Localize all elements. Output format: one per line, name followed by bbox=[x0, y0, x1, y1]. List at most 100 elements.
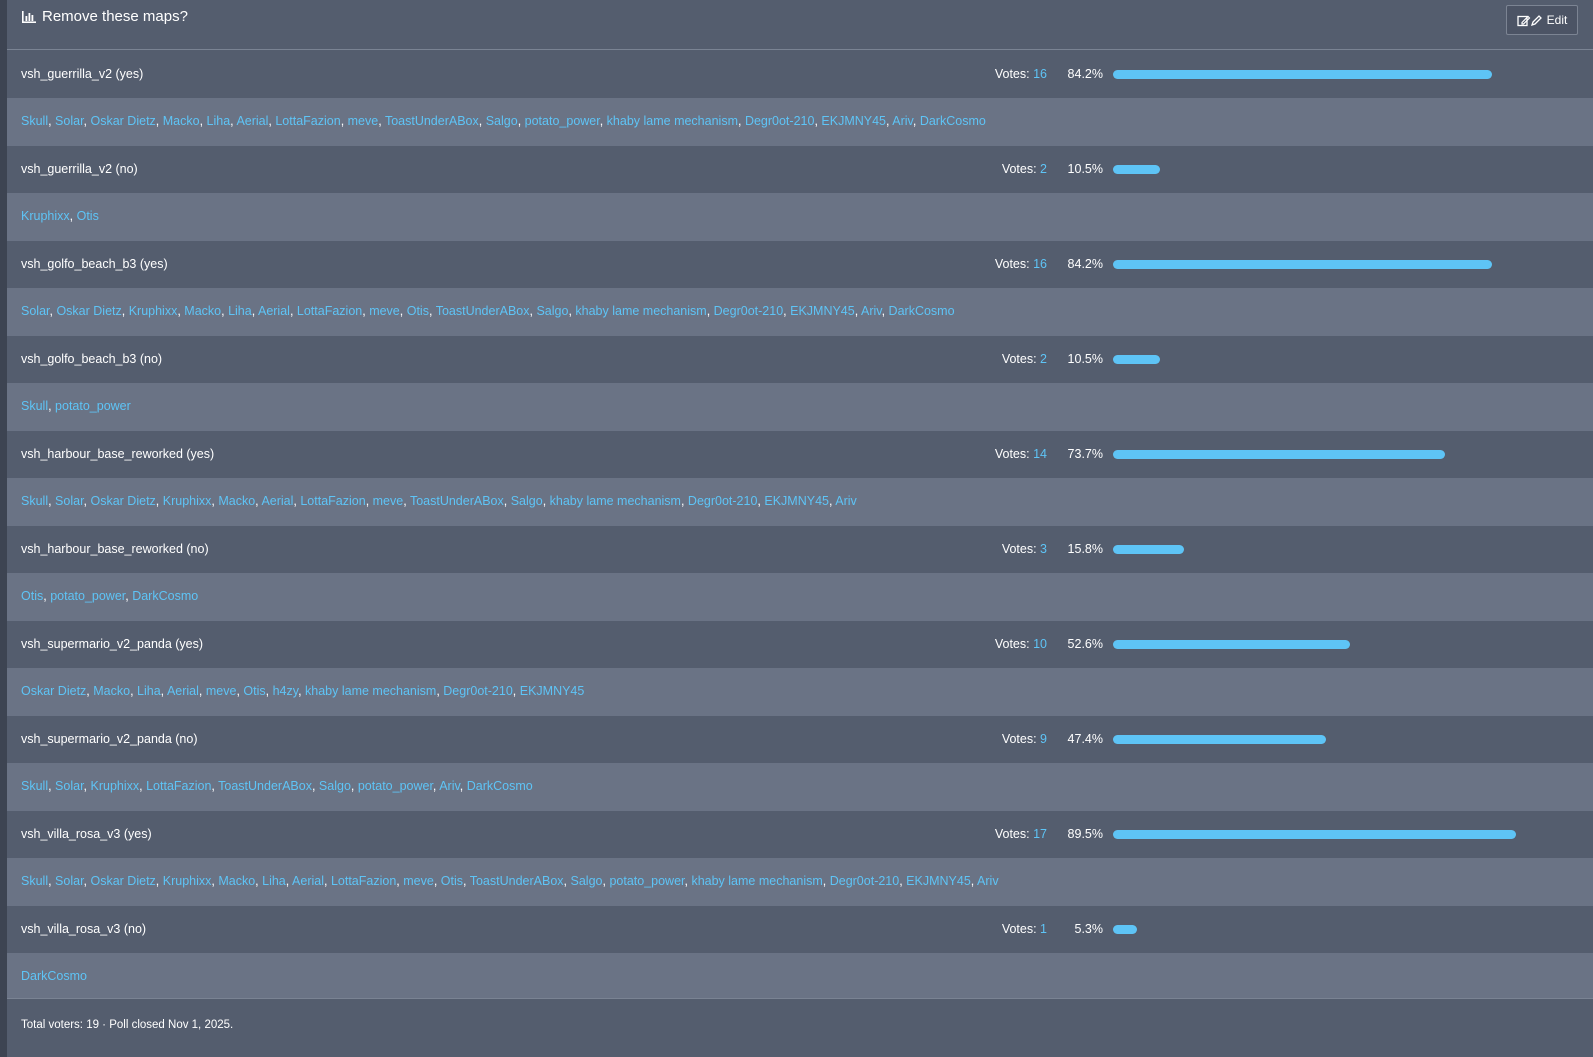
voter-link[interactable]: Liha bbox=[137, 684, 161, 698]
voter-link[interactable]: DarkCosmo bbox=[919, 114, 986, 128]
voter-link[interactable]: meve bbox=[205, 684, 237, 698]
voter-link[interactable]: potato_power bbox=[524, 114, 600, 128]
voter-link[interactable]: Ariv bbox=[835, 494, 857, 508]
vote-bar bbox=[1113, 640, 1563, 649]
voter-link[interactable]: Macko bbox=[218, 874, 256, 888]
voter-link[interactable]: khaby lame mechanism bbox=[575, 304, 707, 318]
voter-link[interactable]: EKJMNY45 bbox=[790, 304, 855, 318]
voter-link[interactable]: Liha bbox=[262, 874, 286, 888]
voter-link[interactable]: Degr0ot-210 bbox=[687, 494, 758, 508]
voter-link[interactable]: Oskar Dietz bbox=[90, 114, 156, 128]
voter-link[interactable]: Salgo bbox=[570, 874, 603, 888]
voter-link[interactable]: Liha bbox=[228, 304, 252, 318]
voter-link[interactable]: Kruphixx bbox=[90, 779, 140, 793]
voter-link[interactable]: potato_power bbox=[609, 874, 685, 888]
voter-link[interactable]: Solar bbox=[55, 494, 84, 508]
voter-link[interactable]: ToastUnderABox bbox=[409, 494, 504, 508]
voter-link[interactable]: Salgo bbox=[510, 494, 543, 508]
voter-link[interactable]: DarkCosmo bbox=[466, 779, 533, 793]
voter-link[interactable]: Kruphixx bbox=[162, 874, 212, 888]
voter-link[interactable]: Kruphixx bbox=[128, 304, 178, 318]
voter-link[interactable]: ToastUnderABox bbox=[435, 304, 530, 318]
voter-link[interactable]: Aerial bbox=[261, 494, 294, 508]
voter-link[interactable]: Aerial bbox=[257, 304, 290, 318]
voter-link[interactable]: Degr0ot-210 bbox=[829, 874, 900, 888]
voter-link[interactable]: potato_power bbox=[55, 399, 131, 413]
voter-link[interactable]: Skull bbox=[21, 114, 49, 128]
voter-link[interactable]: khaby lame mechanism bbox=[606, 114, 738, 128]
voter-link[interactable]: LottaFazion bbox=[296, 304, 363, 318]
voter-link[interactable]: khaby lame mechanism bbox=[691, 874, 823, 888]
voter-link[interactable]: EKJMNY45 bbox=[764, 494, 829, 508]
voter-link[interactable]: Skull bbox=[21, 399, 49, 413]
edit-button[interactable]: Edit bbox=[1506, 5, 1578, 35]
voter-link[interactable]: Oskar Dietz bbox=[90, 874, 156, 888]
voter-link[interactable]: Degr0ot-210 bbox=[443, 684, 513, 698]
voter-link[interactable]: Aerial bbox=[236, 114, 269, 128]
voter-link[interactable]: Salgo bbox=[485, 114, 518, 128]
voter-link[interactable]: Ariv bbox=[977, 874, 999, 888]
voter-link[interactable]: potato_power bbox=[50, 589, 126, 603]
voter-link[interactable]: potato_power bbox=[357, 779, 433, 793]
voter-link[interactable]: Skull bbox=[21, 874, 49, 888]
voter-link[interactable]: Oskar Dietz bbox=[90, 494, 156, 508]
voter-link[interactable]: EKJMNY45 bbox=[519, 684, 585, 698]
voter-link[interactable]: h4zy bbox=[272, 684, 299, 698]
option-label: vsh_villa_rosa_v3 (no) bbox=[21, 922, 147, 936]
voter-link[interactable]: meve bbox=[372, 494, 404, 508]
voter-link[interactable]: Skull bbox=[21, 779, 49, 793]
poll-option-row: vsh_golfo_beach_b3 (no) Votes: 2 10.5% bbox=[7, 336, 1593, 383]
voter-link[interactable]: LottaFazion bbox=[275, 114, 341, 128]
voter-link[interactable]: DarkCosmo bbox=[132, 589, 199, 603]
voter-link[interactable]: LottaFazion bbox=[146, 779, 212, 793]
voter-link[interactable]: Otis bbox=[21, 589, 44, 603]
voters-row: Kruphixx, Otis bbox=[7, 193, 1593, 241]
voter-link[interactable]: Oskar Dietz bbox=[21, 684, 87, 698]
voter-link[interactable]: Ariv bbox=[439, 779, 460, 793]
voter-link[interactable]: Liha bbox=[206, 114, 231, 128]
voter-link[interactable]: ToastUnderABox bbox=[218, 779, 312, 793]
voter-link[interactable]: Macko bbox=[162, 114, 200, 128]
voter-link[interactable]: Otis bbox=[243, 684, 266, 698]
voter-link[interactable]: LottaFazion bbox=[300, 494, 366, 508]
voter-link[interactable]: ToastUnderABox bbox=[469, 874, 564, 888]
voter-link[interactable]: Macko bbox=[93, 684, 131, 698]
voter-link[interactable]: Aerial bbox=[166, 684, 199, 698]
voters-row: Skull, potato_power bbox=[7, 383, 1593, 431]
voter-link[interactable]: EKJMNY45 bbox=[821, 114, 886, 128]
voter-link[interactable]: DarkCosmo bbox=[888, 304, 955, 318]
voter-link[interactable]: Otis bbox=[76, 209, 99, 223]
voter-link[interactable]: EKJMNY45 bbox=[906, 874, 971, 888]
voter-link[interactable]: Skull bbox=[21, 494, 49, 508]
voter-link[interactable]: Solar bbox=[55, 779, 84, 793]
voter-link[interactable]: Macko bbox=[218, 494, 256, 508]
voter-link[interactable]: LottaFazion bbox=[330, 874, 397, 888]
vote-count: Votes: 1 bbox=[1002, 922, 1047, 936]
voter-link[interactable]: ToastUnderABox bbox=[384, 114, 479, 128]
voter-link[interactable]: Ariv bbox=[860, 304, 882, 318]
voter-link[interactable]: Solar bbox=[55, 874, 84, 888]
voter-link[interactable]: Salgo bbox=[536, 304, 569, 318]
voter-link[interactable]: Kruphixx bbox=[21, 209, 70, 223]
vote-bar-fill bbox=[1113, 355, 1161, 364]
voter-link[interactable]: Oskar Dietz bbox=[56, 304, 122, 318]
votes-number: 14 bbox=[1033, 447, 1047, 461]
voter-link[interactable]: Degr0ot-210 bbox=[744, 114, 815, 128]
voter-link[interactable]: Solar bbox=[55, 114, 84, 128]
voter-link[interactable]: Macko bbox=[184, 304, 222, 318]
voter-link[interactable]: Solar bbox=[21, 304, 50, 318]
voter-link[interactable]: Salgo bbox=[318, 779, 351, 793]
voter-link[interactable]: meve bbox=[347, 114, 379, 128]
voter-link[interactable]: Kruphixx bbox=[162, 494, 212, 508]
votes-number: 10 bbox=[1033, 637, 1047, 651]
voter-link[interactable]: Aerial bbox=[292, 874, 324, 888]
voter-link[interactable]: Ariv bbox=[892, 114, 913, 128]
voter-link[interactable]: meve bbox=[403, 874, 434, 888]
voter-link[interactable]: Degr0ot-210 bbox=[713, 304, 784, 318]
voter-link[interactable]: Otis bbox=[440, 874, 463, 888]
voter-link[interactable]: Otis bbox=[406, 304, 429, 318]
voter-link[interactable]: khaby lame mechanism bbox=[549, 494, 681, 508]
voter-link[interactable]: khaby lame mechanism bbox=[305, 684, 437, 698]
voter-link[interactable]: DarkCosmo bbox=[21, 969, 87, 983]
voter-link[interactable]: meve bbox=[369, 304, 400, 318]
